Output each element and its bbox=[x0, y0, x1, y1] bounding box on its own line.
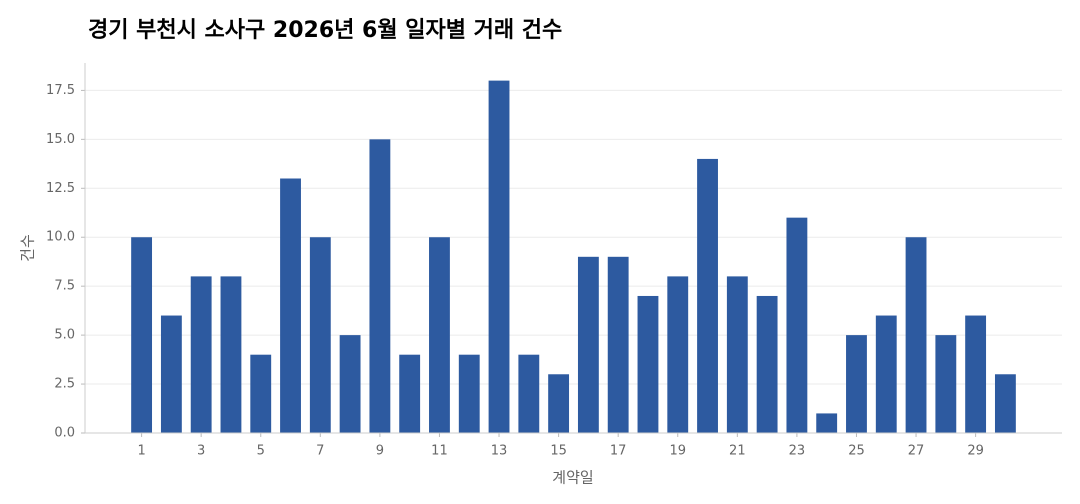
bar bbox=[131, 237, 153, 433]
bar bbox=[816, 413, 838, 433]
bar bbox=[637, 295, 659, 433]
x-tick-label: 5 bbox=[257, 444, 265, 459]
bar bbox=[429, 237, 450, 433]
x-tick-label: 13 bbox=[491, 444, 508, 459]
x-tick-label: 23 bbox=[789, 444, 806, 459]
x-axis-title: 계약일 bbox=[552, 469, 593, 487]
bar bbox=[905, 237, 927, 433]
bar bbox=[577, 256, 599, 433]
x-tick-label: 29 bbox=[967, 444, 984, 459]
bar bbox=[488, 80, 510, 433]
y-tick-label: 15.0 bbox=[46, 132, 75, 147]
bar bbox=[875, 315, 897, 433]
x-tick-label: 3 bbox=[197, 444, 205, 459]
bar bbox=[160, 315, 182, 433]
y-tick-label: 12.5 bbox=[46, 181, 75, 196]
x-tick-label: 11 bbox=[431, 444, 448, 459]
bar bbox=[935, 335, 957, 433]
bar bbox=[399, 354, 421, 433]
bar bbox=[220, 276, 242, 433]
x-tick-label: 21 bbox=[729, 444, 746, 459]
bar bbox=[250, 354, 272, 433]
chart-title: 경기 부천시 소사구 2026년 6월 일자별 거래 건수 bbox=[88, 18, 562, 43]
y-tick-label: 0.0 bbox=[54, 426, 75, 441]
bar bbox=[607, 256, 629, 433]
y-tick-label: 10.0 bbox=[46, 230, 75, 245]
bar bbox=[846, 335, 867, 433]
bar bbox=[339, 335, 361, 433]
bar bbox=[726, 276, 748, 433]
x-tick-label: 17 bbox=[610, 444, 627, 459]
y-axis-title: 건수 bbox=[19, 234, 37, 262]
y-tick-label: 5.0 bbox=[54, 328, 75, 343]
x-tick-label: 27 bbox=[908, 444, 925, 459]
x-tick-label: 19 bbox=[669, 444, 686, 459]
y-tick-label: 17.5 bbox=[46, 83, 75, 98]
bar bbox=[458, 354, 480, 433]
x-tick-label: 25 bbox=[848, 444, 865, 459]
bar bbox=[786, 217, 808, 433]
x-tick-label: 1 bbox=[137, 444, 145, 459]
bar bbox=[309, 237, 331, 433]
bar bbox=[697, 158, 718, 434]
bar bbox=[994, 374, 1016, 433]
x-tick-label: 15 bbox=[550, 444, 567, 459]
bar bbox=[280, 178, 301, 433]
bar bbox=[756, 295, 778, 433]
bar bbox=[369, 139, 391, 433]
bar bbox=[518, 354, 540, 433]
bar bbox=[548, 374, 570, 433]
y-tick-label: 2.5 bbox=[54, 377, 75, 392]
y-tick-label: 7.5 bbox=[54, 279, 75, 294]
x-tick-label: 9 bbox=[376, 444, 384, 459]
bar bbox=[667, 276, 689, 433]
x-tick-label: 7 bbox=[316, 444, 324, 459]
bar bbox=[965, 315, 987, 433]
bar bbox=[190, 276, 212, 433]
